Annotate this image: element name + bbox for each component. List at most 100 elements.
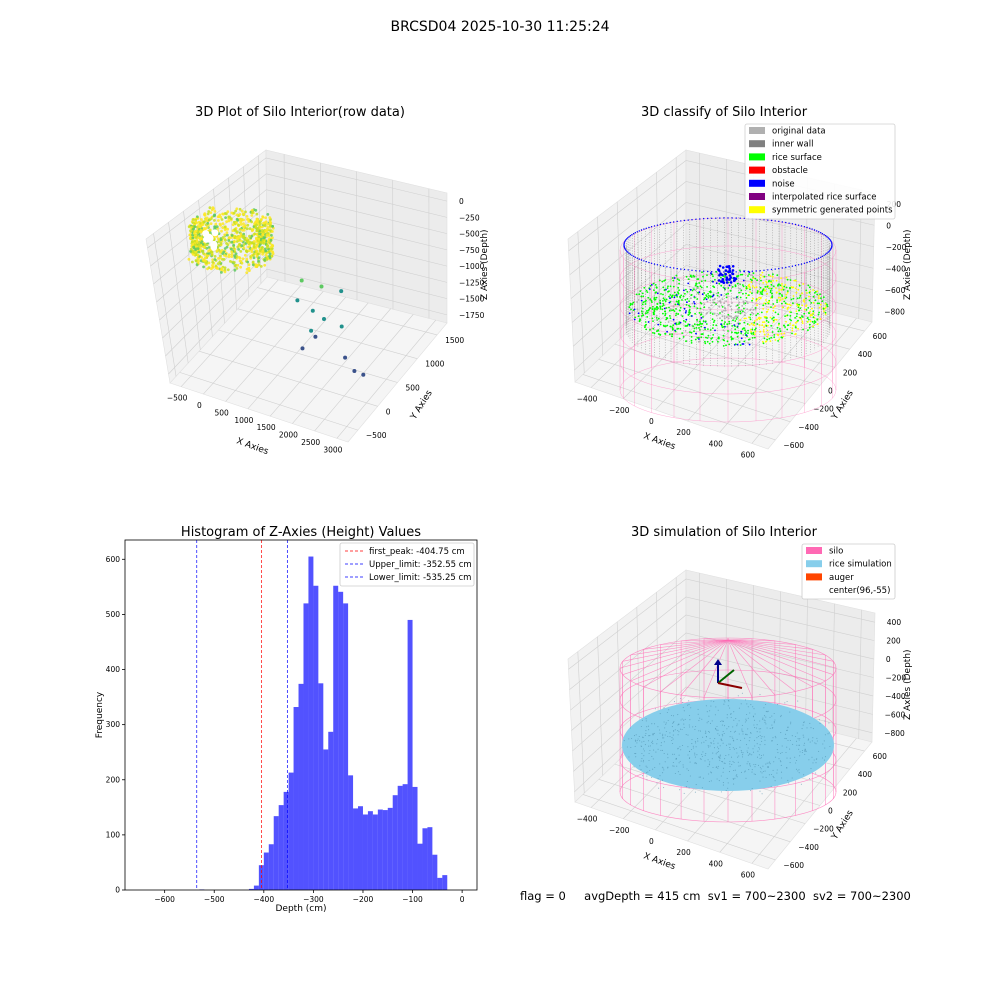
raw-point: [232, 261, 236, 264]
surface-point: [754, 328, 756, 331]
rice-simulation-point: [722, 742, 724, 744]
surface-point: [809, 320, 812, 323]
rice-simulation-point: [699, 758, 701, 760]
noise-point: [739, 271, 741, 273]
outlier-point: [310, 308, 315, 313]
rice-simulation-point: [789, 757, 791, 759]
surface-point: [674, 322, 677, 325]
surface-point: [652, 320, 654, 322]
raw-point: [235, 221, 239, 225]
rice-simulation-point: [711, 758, 713, 760]
noise-point: [821, 233, 824, 235]
p2-grid-x-wall: [675, 157, 678, 285]
rice-simulation-point: [824, 734, 826, 736]
rice-simulation-point: [760, 728, 762, 730]
noise-point: [735, 217, 737, 219]
surface-point: [628, 312, 631, 315]
p4-ytick: −600: [783, 861, 804, 870]
raw-point: [209, 211, 213, 215]
rice-simulation-point: [731, 763, 733, 766]
noise-point: [676, 267, 678, 270]
rice-simulation-point: [741, 692, 743, 694]
raw-point: [252, 245, 256, 249]
raw-point: [206, 254, 209, 258]
raw-point: [233, 268, 237, 272]
p4-xtick: 0: [649, 837, 654, 846]
rice-simulation-point: [828, 722, 830, 724]
panel-raw-3d: 3D Plot of Silo Interior(row data) −5000…: [145, 105, 490, 457]
legend-swatch: [749, 206, 765, 214]
surface-point: [684, 330, 687, 332]
rice-simulation-point: [780, 761, 782, 763]
rice-simulation-point: [765, 703, 767, 706]
p2-ztick: −200: [886, 243, 907, 252]
rice-simulation-point: [773, 777, 775, 779]
rice-simulation-point: [645, 730, 647, 732]
raw-point: [264, 229, 267, 233]
rice-simulation-point: [657, 738, 659, 740]
histogram-bar: [323, 749, 329, 890]
noise-point: [636, 231, 638, 233]
rice-simulation-point: [679, 728, 682, 730]
raw-point: [189, 226, 193, 229]
histogram-bar: [263, 852, 269, 890]
p2-ytick: 600: [873, 332, 888, 341]
surface-point: [736, 315, 739, 318]
surface-point: [789, 286, 791, 289]
noise-cluster: [724, 269, 728, 272]
rice-simulation-point: [752, 706, 754, 708]
silo-roof-strut: [727, 639, 826, 656]
rice-simulation-point: [692, 726, 694, 728]
p1-ztick: −1500: [459, 295, 485, 304]
panel2-points: [619, 217, 837, 423]
rice-simulation-point: [644, 744, 646, 746]
rice-simulation-point: [761, 772, 763, 774]
noise-cluster: [725, 281, 729, 284]
surface-point: [736, 304, 739, 307]
surface-point: [721, 310, 723, 313]
rice-simulation-point: [705, 705, 707, 707]
surface-point: [678, 289, 680, 292]
surface-point: [724, 287, 727, 289]
surface-point: [786, 278, 789, 281]
surface-point: [792, 302, 794, 305]
rice-simulation-point: [630, 746, 632, 749]
surface-point: [646, 316, 649, 318]
surface-point: [740, 289, 743, 292]
raw-point: [251, 254, 255, 257]
raw-point: [208, 206, 212, 210]
flag-text: flag = 0: [520, 889, 566, 903]
raw-point: [210, 253, 214, 257]
histogram-bar: [382, 810, 388, 890]
surface-point: [768, 337, 771, 340]
raw-point: [219, 238, 223, 242]
rice-simulation-point: [776, 749, 778, 751]
noise-cluster: [732, 276, 736, 280]
noise-cluster: [721, 278, 725, 281]
surface-point: [676, 278, 679, 280]
rice-simulation-point: [808, 777, 811, 780]
rice-simulation-point: [790, 723, 792, 725]
surface-point: [807, 320, 809, 323]
surface-point: [712, 324, 715, 326]
rice-simulation-point: [716, 751, 718, 754]
rice-simulation-point: [672, 753, 674, 755]
p1-ytick: −500: [366, 431, 387, 440]
rice-simulation-point: [740, 703, 742, 705]
histogram-bar: [372, 814, 378, 890]
rice-simulation-point: [633, 766, 635, 768]
rice-simulation-point: [708, 715, 710, 717]
figure-suptitle: BRCSD04 2025-10-30 11:25:24: [390, 19, 609, 35]
rice-simulation-point: [677, 724, 679, 726]
p2-grid-x-wall: [656, 172, 659, 303]
raw-point: [219, 242, 223, 245]
noise-point: [830, 248, 832, 250]
surface-point: [740, 311, 743, 314]
surface-point: [675, 300, 678, 303]
raw-point: [246, 218, 249, 221]
surface-point: [785, 286, 788, 289]
surface-point: [720, 323, 722, 325]
surface-point: [806, 317, 809, 319]
noise-point: [626, 250, 628, 252]
noise-point: [691, 269, 693, 271]
